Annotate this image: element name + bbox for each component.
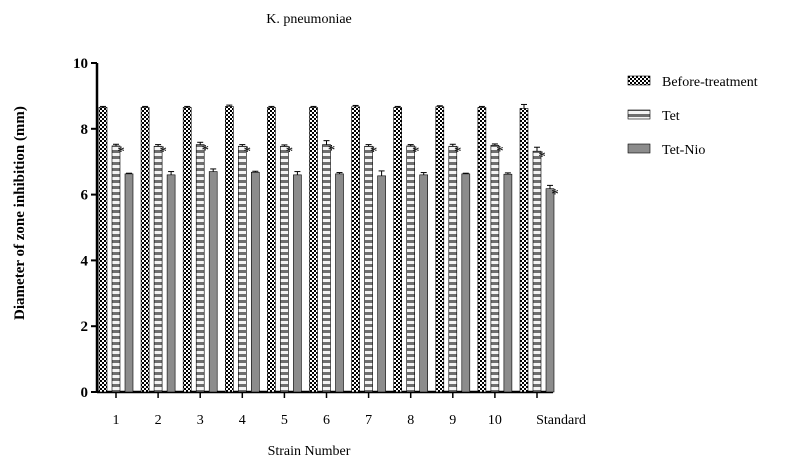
y-tick-label: 8 [81,122,89,138]
x-tick-label: 1 [113,413,120,428]
bar [309,107,318,393]
x-tick-label: 2 [155,413,162,428]
bar [519,108,529,393]
bar [406,145,416,393]
significance-marker: * [286,144,294,160]
y-tick-label: 10 [73,56,88,72]
bar [532,150,542,393]
x-tick-label: 10 [488,413,502,428]
bar [111,145,121,393]
x-axis-label: Strain Number [268,444,351,459]
y-axis-label: Diameter of zone inhibition (mm) [12,106,28,320]
x-tick-label: Standard [536,413,586,428]
bar [322,144,331,393]
y-tick-label: 4 [81,253,89,269]
bar [351,106,360,393]
y-tick-label: 0 [81,385,89,401]
bar [461,173,471,393]
bar [124,173,134,393]
bar [140,107,150,393]
x-tick-label: 9 [449,413,456,428]
bar [153,145,163,393]
significance-marker: * [454,144,462,160]
bar [293,174,302,393]
bar [335,173,344,393]
x-tick-label: 7 [365,413,372,428]
bar [225,106,234,393]
chart-title: K. pneumoniae [266,12,352,27]
legend: Before-treatment Tet Tet-Nio [627,75,758,158]
significance-marker: * [538,149,546,165]
x-tick-label: 4 [239,413,246,428]
bar [364,145,373,393]
bar [419,174,429,393]
bar [448,145,458,393]
bar [280,145,289,393]
x-tick-label: 6 [323,413,330,428]
legend-label: Before-treatment [662,75,758,90]
significance-marker: * [496,143,504,159]
bar [545,188,555,393]
x-tick-label: 5 [281,413,288,428]
bar [503,173,513,393]
y-tick-label: 6 [81,188,89,204]
bar [267,107,276,393]
bar [435,106,445,393]
bar [166,174,176,393]
legend-swatch [627,75,651,86]
significance-marker: * [117,144,125,160]
significance-marker: * [201,143,209,159]
x-tick-label: 3 [197,413,204,428]
x-tick-label: 8 [407,413,414,428]
bar [490,144,500,393]
bar [182,107,192,393]
legend-label: Tet-Nio [662,143,705,158]
bar [477,107,487,393]
significance-marker: * [328,143,336,159]
bar [208,171,218,393]
bar [98,107,108,393]
y-tick-label: 2 [81,319,89,335]
bar [393,107,403,393]
significance-marker: * [159,144,167,160]
bar [195,144,205,393]
significance-marker: * [551,187,559,203]
legend-swatch [627,109,651,120]
significance-marker: * [370,144,378,160]
bar [251,171,260,393]
bar [377,175,386,393]
bar [238,145,247,393]
significance-marker: * [412,144,420,160]
legend-label: Tet [662,109,680,124]
significance-marker: * [244,144,252,160]
legend-swatch [627,143,651,154]
